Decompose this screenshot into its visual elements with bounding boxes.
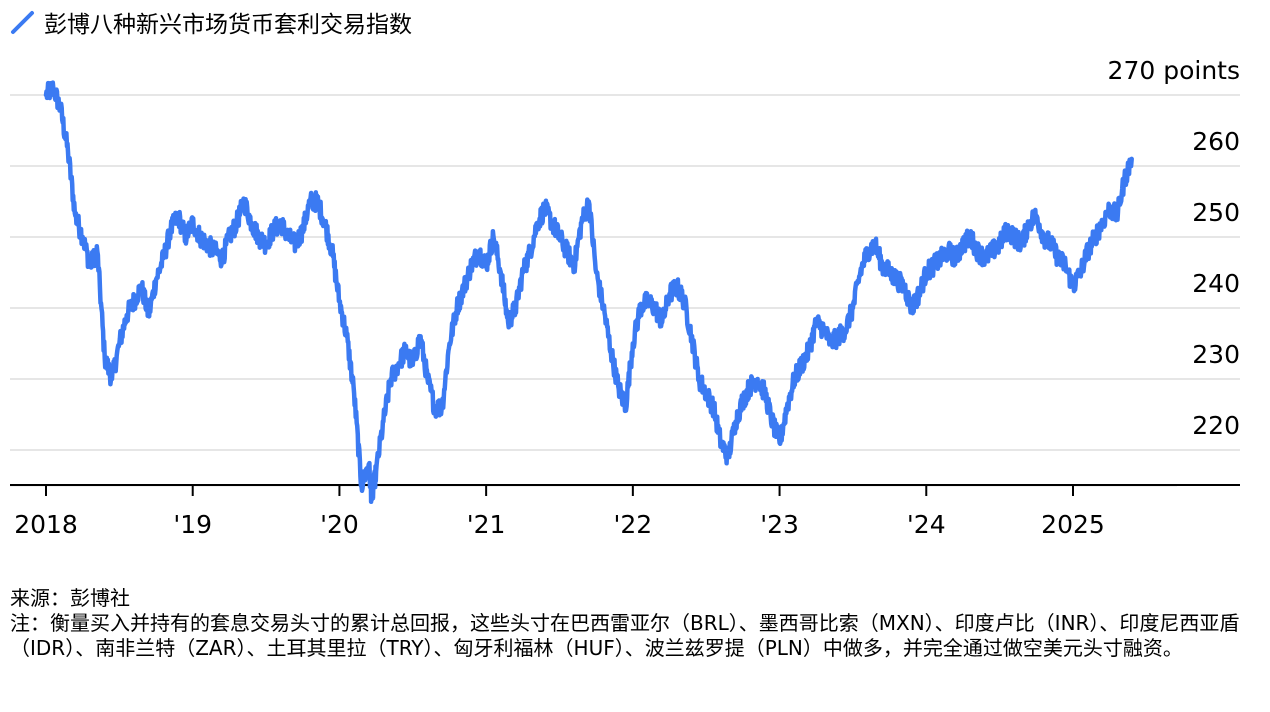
x-tick-label: '24 xyxy=(907,510,946,539)
grid-lines xyxy=(10,94,1240,487)
x-axis: 2018 '19 '20 '21 '22 '23 '24 2025 xyxy=(10,484,1240,539)
x-tick-label: '21 xyxy=(467,510,506,539)
y-tick-label: 260 xyxy=(1192,127,1240,156)
legend-label: 彭博八种新兴市场货币套利交易指数 xyxy=(44,12,412,38)
source-note: 来源：彭博社 xyxy=(10,586,130,610)
series-line xyxy=(43,80,1134,505)
x-tick-label: '20 xyxy=(320,510,359,539)
y-tick-label: 240 xyxy=(1192,269,1240,298)
x-tick-label: '22 xyxy=(614,510,653,539)
line-chart: 2018 '19 '20 '21 '22 '23 '24 2025 270 points 260… xyxy=(10,56,1240,539)
y-tick-label: 250 xyxy=(1192,198,1240,227)
methodology-note: 注：衡量买入并持有的套息交易头寸的累计总回报，这些头寸在巴西雷亚尔（BRL）、墨… xyxy=(10,611,1240,660)
legend-line-icon xyxy=(11,11,34,34)
x-tick-label: '19 xyxy=(173,510,212,539)
y-tick-label: 230 xyxy=(1192,340,1240,369)
y-tick-label: 220 xyxy=(1192,411,1240,440)
y-tick-label: 270 points xyxy=(1108,56,1240,85)
x-tick-label: 2018 xyxy=(14,510,78,539)
y-axis-labels: 270 points 260 250 240 230 220 xyxy=(1108,56,1240,440)
x-tick-label: '23 xyxy=(760,510,799,539)
legend: 彭博八种新兴市场货币套利交易指数 xyxy=(10,4,412,40)
series-layer xyxy=(43,80,1134,505)
footnotes: 来源：彭博社 注：衡量买入并持有的套息交易头寸的累计总回报，这些头寸在巴西雷亚尔… xyxy=(10,586,1250,661)
x-tick-label: 2025 xyxy=(1041,510,1105,539)
